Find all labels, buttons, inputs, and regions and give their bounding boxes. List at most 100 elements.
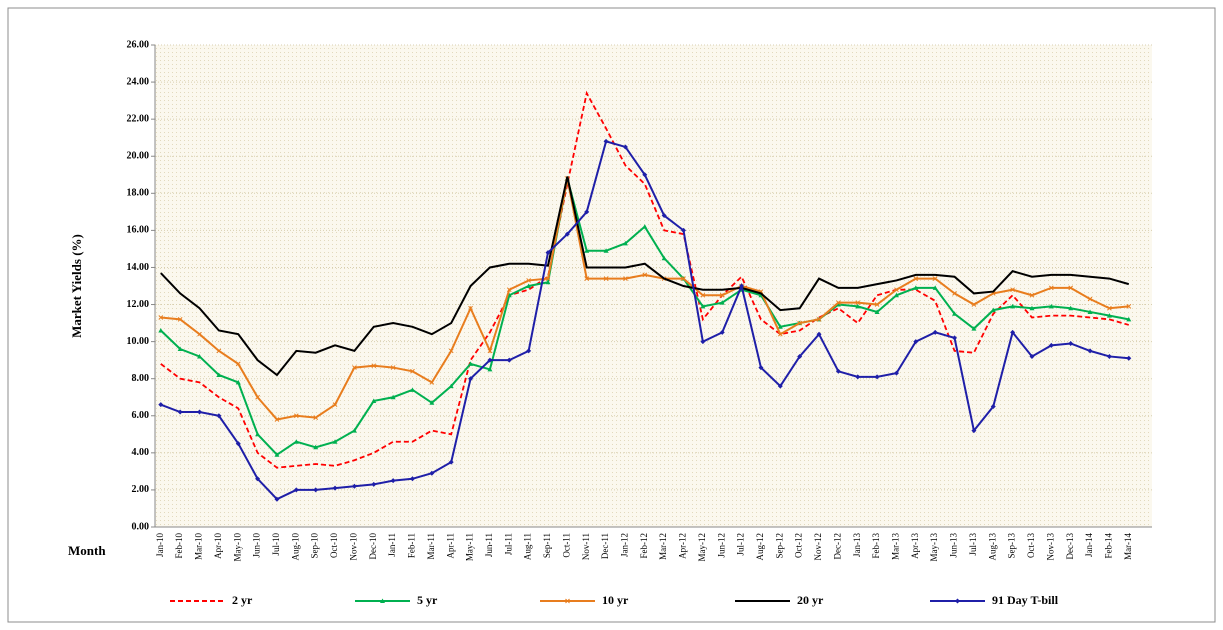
marker xyxy=(351,428,357,433)
marker xyxy=(371,363,377,369)
marker xyxy=(293,439,299,444)
legend-item: 2 yr xyxy=(170,593,253,607)
marker xyxy=(603,276,609,281)
marker xyxy=(545,276,551,281)
marker xyxy=(1010,329,1016,335)
marker xyxy=(313,487,319,493)
marker xyxy=(816,331,822,337)
y-tick-label: 10.00 xyxy=(127,336,150,347)
x-tick-label: Nov-11 xyxy=(581,533,591,560)
x-tick-label: Jul-12 xyxy=(736,533,746,556)
marker xyxy=(390,478,396,484)
marker xyxy=(584,276,590,281)
marker xyxy=(894,287,899,293)
marker xyxy=(990,404,996,409)
legend-marker xyxy=(380,598,385,603)
x-tick-label: Aug-10 xyxy=(290,533,300,561)
x-tick-label: Aug-11 xyxy=(523,533,533,560)
marker xyxy=(158,327,164,333)
legend-label: 5 yr xyxy=(417,593,438,607)
marker xyxy=(177,409,183,415)
marker xyxy=(952,335,958,341)
marker xyxy=(1048,285,1054,291)
marker xyxy=(158,402,164,408)
x-tick-label: Nov-10 xyxy=(348,533,358,561)
marker xyxy=(835,302,841,307)
marker xyxy=(526,348,532,354)
marker xyxy=(332,485,338,491)
marker xyxy=(855,300,861,306)
marker xyxy=(216,372,222,377)
marker xyxy=(197,331,202,337)
x-tick-label: Jun-13 xyxy=(949,533,959,558)
series xyxy=(160,90,1130,469)
marker xyxy=(1087,348,1093,354)
marker xyxy=(758,365,764,371)
marker xyxy=(700,339,706,345)
marker xyxy=(661,213,667,219)
marker xyxy=(603,138,609,144)
marker xyxy=(777,324,783,329)
legend-item: 20 yr xyxy=(735,593,824,607)
x-axis-label: Month xyxy=(68,543,106,558)
marker xyxy=(1010,287,1015,293)
y-tick-label: 2.00 xyxy=(132,484,150,495)
legend-item: 91 Day T-bill xyxy=(930,593,1059,607)
marker xyxy=(777,331,783,337)
y-tick-label: 26.00 xyxy=(127,39,150,50)
marker xyxy=(622,144,628,150)
marker xyxy=(874,374,880,380)
marker xyxy=(487,348,493,354)
x-tick-label: Apr-10 xyxy=(213,533,223,559)
marker xyxy=(545,279,551,285)
y-tick-label: 24.00 xyxy=(127,76,150,87)
x-tick-label: Jul-13 xyxy=(968,533,978,556)
marker xyxy=(487,357,493,363)
marker xyxy=(855,303,861,309)
marker xyxy=(487,366,493,372)
marker xyxy=(429,400,435,405)
marker xyxy=(216,348,222,354)
marker xyxy=(1068,340,1074,346)
marker xyxy=(932,285,938,290)
marker xyxy=(1106,313,1112,318)
marker xyxy=(719,300,725,305)
x-tick-label: Feb-12 xyxy=(639,533,649,559)
x-tick-label: Jun-10 xyxy=(252,533,262,558)
marker xyxy=(235,441,241,447)
marker xyxy=(255,476,261,482)
marker xyxy=(1087,296,1093,302)
marker xyxy=(952,311,958,316)
marker xyxy=(468,305,473,311)
legend-item: 10 yr xyxy=(540,593,629,607)
x-tick-label: Oct-10 xyxy=(329,533,339,558)
x-tick-label: Feb-14 xyxy=(1103,533,1113,559)
marker xyxy=(313,415,319,420)
marker xyxy=(893,370,899,376)
marker xyxy=(1029,353,1035,359)
marker xyxy=(1029,305,1035,311)
marker xyxy=(1048,342,1054,348)
series xyxy=(160,176,1130,377)
x-tick-label: Dec-13 xyxy=(1065,533,1075,560)
marker xyxy=(855,374,861,380)
marker xyxy=(216,413,222,419)
x-tick-label: Sep-11 xyxy=(542,533,552,558)
legend-label: 20 yr xyxy=(797,593,824,607)
marker xyxy=(739,283,745,289)
x-tick-label: Jan-13 xyxy=(852,533,862,557)
series xyxy=(158,176,1132,422)
x-tick-label: Nov-12 xyxy=(813,533,823,561)
marker xyxy=(932,276,938,281)
x-tick-label: Jan-10 xyxy=(155,533,165,557)
marker xyxy=(913,339,919,345)
marker xyxy=(971,428,977,434)
marker xyxy=(642,172,648,178)
marker xyxy=(506,287,512,293)
x-tick-label: Sep-12 xyxy=(774,533,784,559)
legend-label: 10 yr xyxy=(602,593,629,607)
y-tick-label: 0.00 xyxy=(132,521,150,532)
marker xyxy=(410,368,415,374)
series-line xyxy=(160,176,1130,377)
marker xyxy=(913,276,919,281)
